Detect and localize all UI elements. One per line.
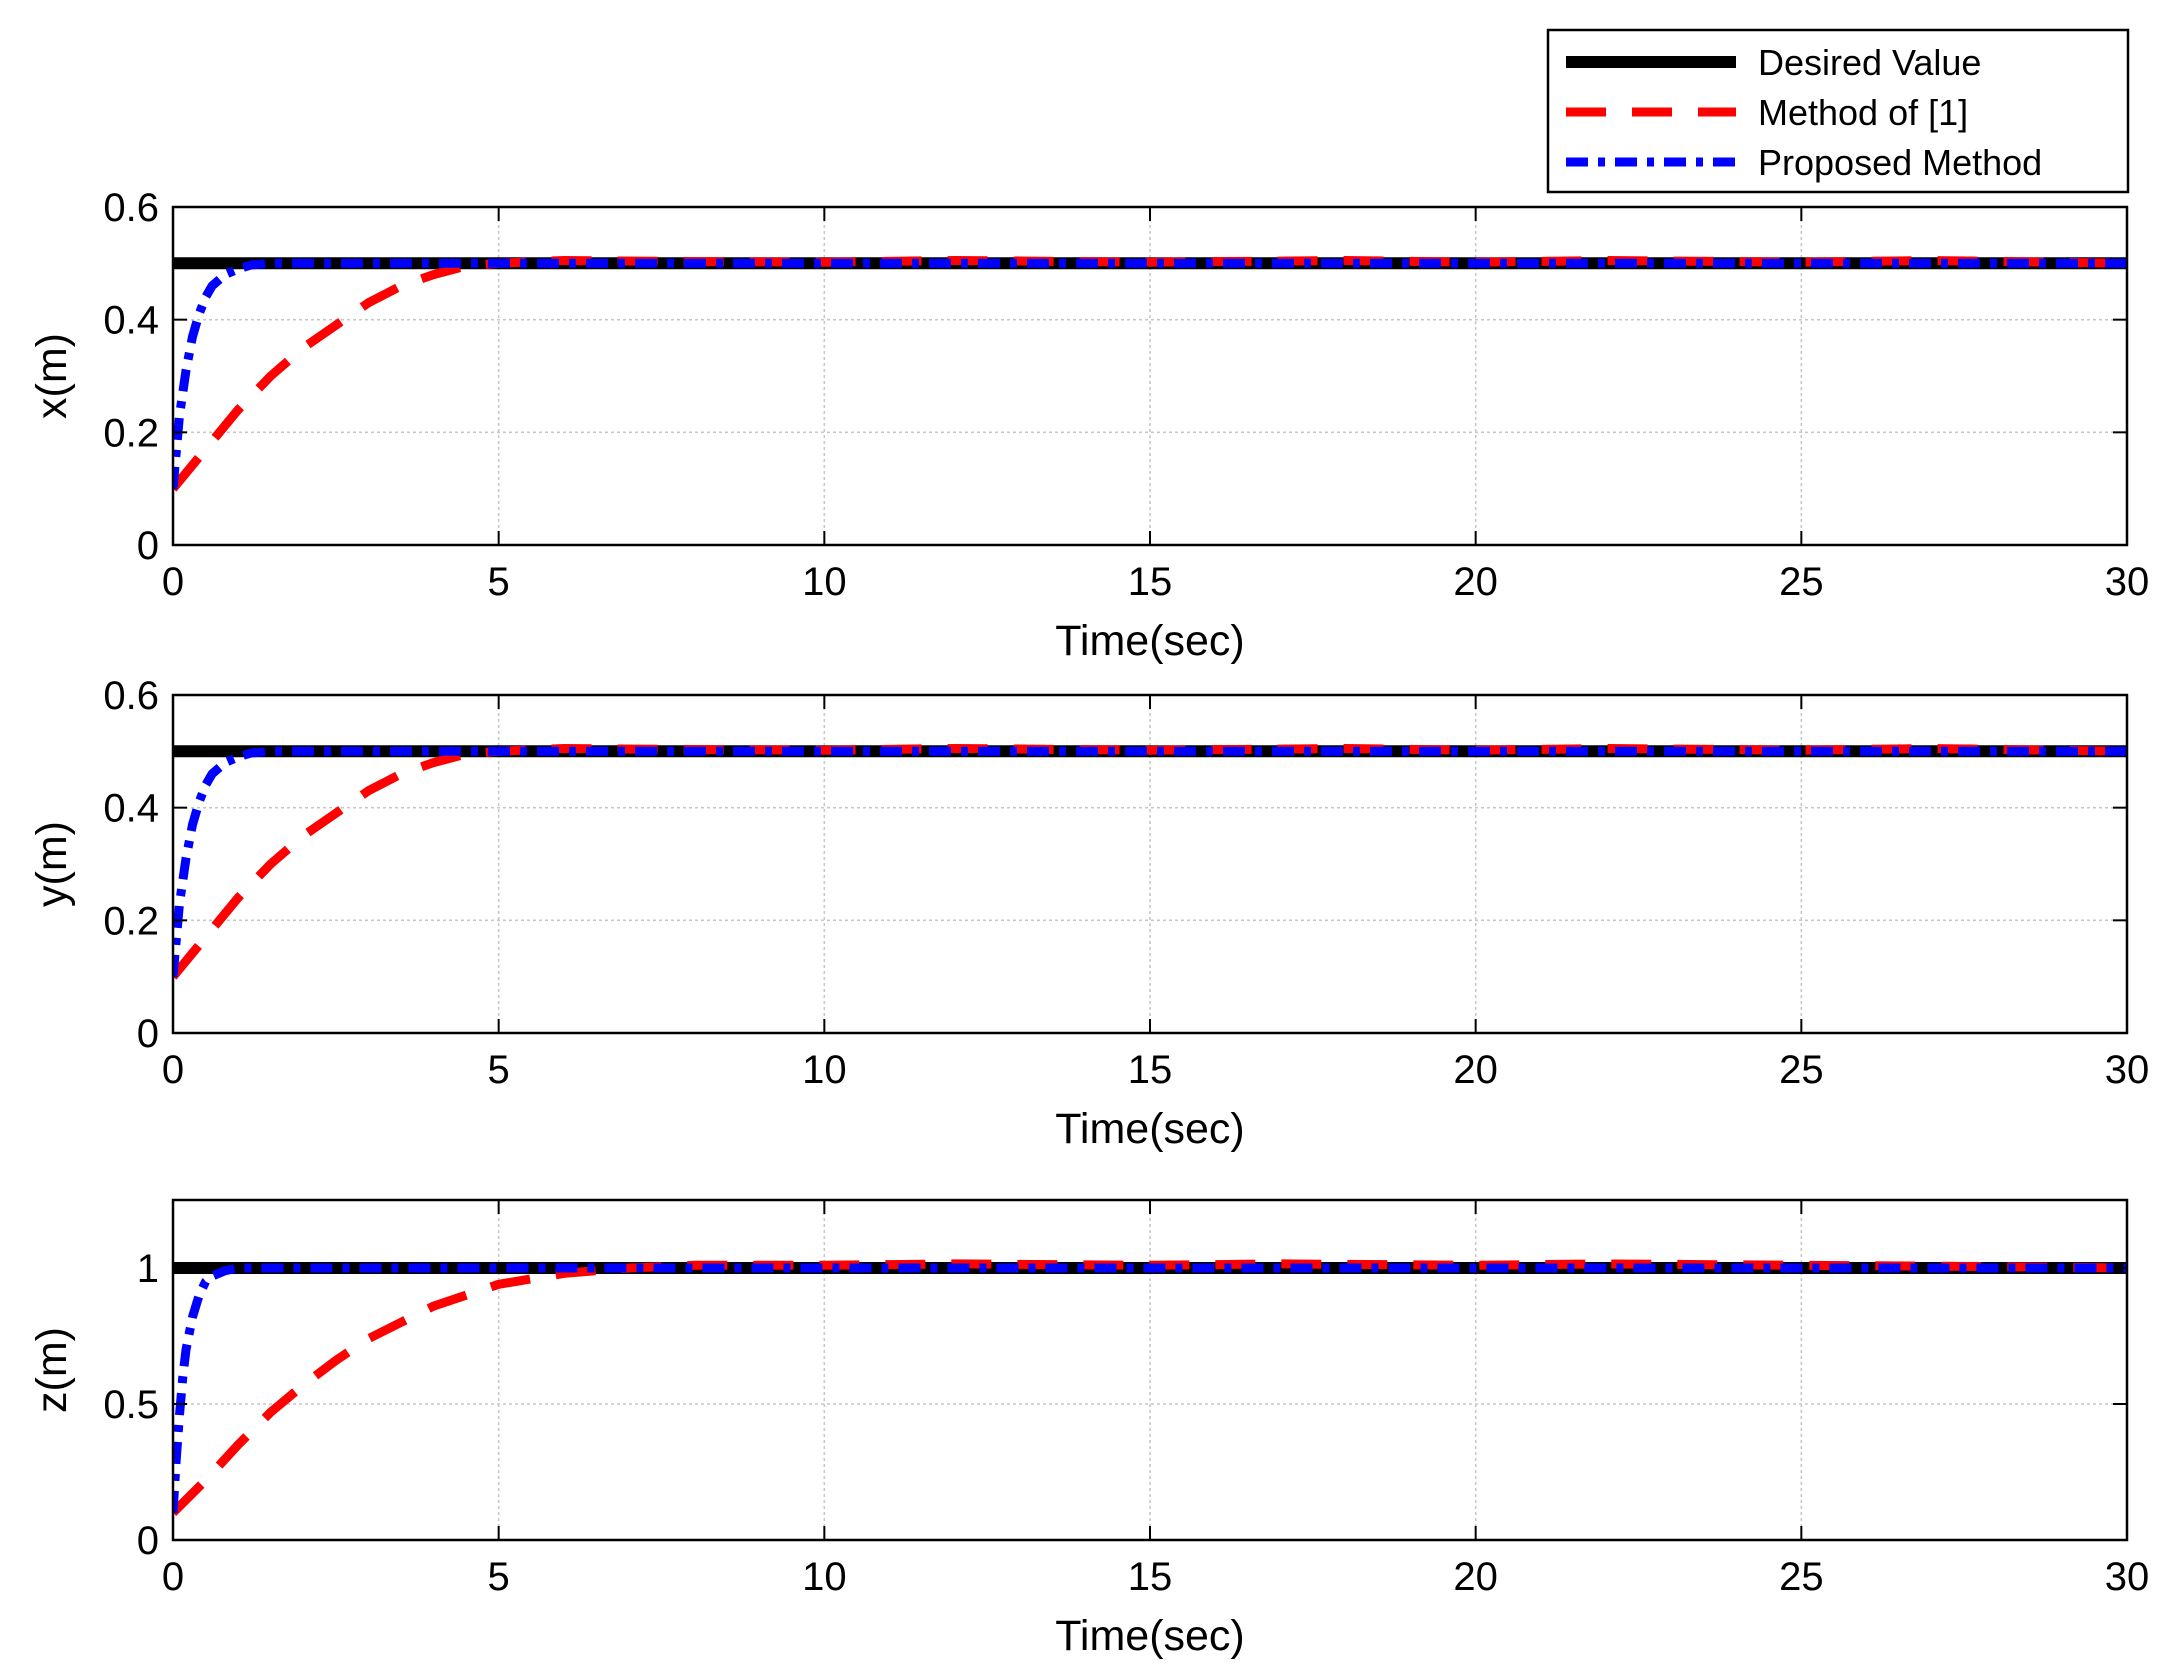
- subplot-zm: 0 5 10 15 20 25 30 0 0.5 1 Time(sec) z(m): [28, 1198, 2150, 1660]
- series-line-method-of-1: [173, 256, 2127, 492]
- series-line-proposed-method: [173, 258, 2127, 490]
- x-tick-label: 30: [2105, 1048, 2150, 1092]
- x-axis-label: Time(sec): [1055, 1612, 1245, 1660]
- series-line-proposed-method: [173, 746, 2127, 978]
- series-group: [173, 256, 2127, 492]
- x-tick-label: 10: [802, 1048, 847, 1092]
- x-tick-label: 0: [162, 1555, 184, 1599]
- y-axis-label: z(m): [28, 1327, 76, 1413]
- x-tick-label: 5: [488, 560, 510, 604]
- y-tick-label: 0.4: [103, 299, 159, 343]
- x-tick-label: 20: [1453, 560, 1498, 604]
- y-axis-label: x(m): [28, 333, 76, 419]
- legend-label: Desired Value: [1758, 42, 1981, 83]
- x-tick-label: 15: [1128, 1555, 1173, 1599]
- x-tick-label: 10: [802, 560, 847, 604]
- y-tick-label: 0.6: [103, 674, 159, 718]
- x-axis-label: Time(sec): [1055, 1105, 1245, 1153]
- y-tick-label: 0.2: [103, 899, 159, 943]
- y-tick-label: 1: [137, 1247, 159, 1291]
- legend-label: Proposed Method: [1758, 142, 2042, 183]
- series-group: [173, 1259, 2127, 1516]
- x-tick-label: 30: [2105, 1555, 2150, 1599]
- x-tick-label: 25: [1779, 1048, 1824, 1092]
- x-tick-label: 15: [1128, 560, 1173, 604]
- x-tick-label: 30: [2105, 560, 2150, 604]
- x-tick-label: 5: [488, 1555, 510, 1599]
- y-axis-label: y(m): [28, 821, 76, 907]
- subplot-ym: 0 5 10 15 20 25 30 0 0.2 0.4 0.6 Time(sec) y(m): [28, 674, 2149, 1153]
- series-line-proposed-method: [173, 1263, 2127, 1514]
- x-tick-label: 0: [162, 1048, 184, 1092]
- legend-label: Method of [1]: [1758, 92, 1968, 133]
- x-tick-label: 15: [1128, 1048, 1173, 1092]
- y-tick-label: 0.5: [103, 1383, 159, 1427]
- y-tick-label: 0.2: [103, 411, 159, 455]
- series-line-method-of-1: [173, 744, 2127, 980]
- series-group: [173, 744, 2127, 980]
- y-tick-label: 0: [137, 524, 159, 568]
- y-tick-label: 0.6: [103, 186, 159, 230]
- y-tick-label: 0: [137, 1519, 159, 1563]
- x-tick-label: 20: [1453, 1555, 1498, 1599]
- x-tick-label: 10: [802, 1555, 847, 1599]
- x-tick-label: 20: [1453, 1048, 1498, 1092]
- x-tick-label: 25: [1779, 1555, 1824, 1599]
- legend: Desired Value Method of [1] Proposed Metho…: [1546, 28, 2130, 194]
- x-axis-label: Time(sec): [1055, 617, 1245, 665]
- y-tick-label: 0: [137, 1012, 159, 1056]
- subplot-xm: 0 5 10 15 20 25 30 0 0.2 0.4 0.6 Time(sec) x(m): [28, 186, 2149, 665]
- x-tick-label: 5: [488, 1048, 510, 1092]
- x-tick-label: 0: [162, 560, 184, 604]
- x-tick-label: 25: [1779, 560, 1824, 604]
- y-tick-label: 0.4: [103, 787, 159, 831]
